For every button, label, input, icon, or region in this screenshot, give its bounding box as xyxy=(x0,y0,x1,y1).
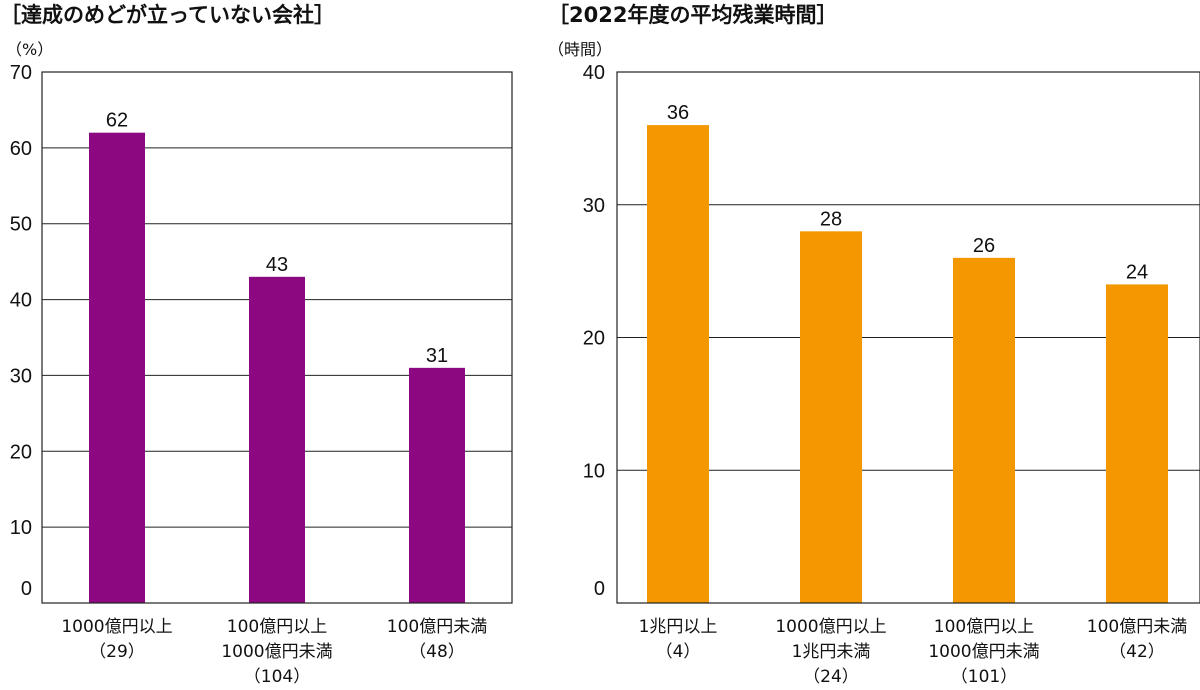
category-label: 1兆円未満 xyxy=(792,642,871,662)
category-label: （29） xyxy=(89,642,145,662)
category-label: 100億円以上 xyxy=(227,617,327,637)
value-label: 28 xyxy=(820,208,842,230)
chart-title: ［2022年度の平均残業時間］ xyxy=(548,3,837,27)
y-unit-label: （時間） xyxy=(548,40,612,59)
y-tick-label: 30 xyxy=(583,195,605,217)
bar xyxy=(800,231,862,604)
y-tick-label: 10 xyxy=(10,517,32,539)
y-tick-label: 60 xyxy=(10,138,32,160)
category-label: 1000億円未満 xyxy=(928,642,1039,662)
category-label: （48） xyxy=(409,642,465,662)
y-tick-label: 70 xyxy=(10,62,32,84)
category-label: 1000億円以上 xyxy=(61,617,172,637)
bar xyxy=(953,257,1015,603)
category-label: （104） xyxy=(244,667,310,687)
value-label: 26 xyxy=(973,235,995,257)
y-tick-label: 10 xyxy=(583,460,605,482)
value-label: 43 xyxy=(266,254,288,276)
category-label: 100億円以上 xyxy=(934,617,1034,637)
chart-title: ［達成のめどが立っていない会社］ xyxy=(0,3,335,27)
bar xyxy=(647,125,709,603)
category-label: （42） xyxy=(1109,642,1165,662)
value-label: 62 xyxy=(106,110,128,132)
value-label: 24 xyxy=(1126,261,1148,283)
chart-overtime-hours: ［2022年度の平均残業時間］ （時間） 36 28 26 24 0 10 20 30 40 1兆… xyxy=(548,3,1200,687)
bar xyxy=(1106,284,1168,603)
category-label: 1000億円未満 xyxy=(221,642,332,662)
bar xyxy=(89,132,145,603)
y-tick-label: 0 xyxy=(21,578,32,600)
category-label: 100億円未満 xyxy=(1087,617,1187,637)
chart-target-not-met: ［達成のめどが立っていない会社］ （%） 62 43 31 0 10 20 30 40 50 60… xyxy=(0,3,513,687)
y-tick-label: 20 xyxy=(10,441,32,463)
y-tick-label: 40 xyxy=(10,290,32,312)
plot-frame xyxy=(616,71,1200,604)
bar xyxy=(409,367,465,603)
category-label: 1兆円以上 xyxy=(639,617,718,637)
bar xyxy=(249,276,305,603)
y-tick-label: 40 xyxy=(583,62,605,84)
y-tick-label: 0 xyxy=(594,578,605,600)
category-label: （24） xyxy=(803,667,859,687)
y-unit-label: （%） xyxy=(6,40,53,59)
y-tick-label: 20 xyxy=(583,328,605,350)
category-label: （4） xyxy=(656,642,701,662)
value-label: 31 xyxy=(426,345,448,367)
category-label: （101） xyxy=(951,667,1017,687)
value-label: 36 xyxy=(667,102,689,124)
y-tick-label: 30 xyxy=(10,365,32,387)
category-label: 1000億円以上 xyxy=(775,617,886,637)
plot-frame xyxy=(41,71,513,604)
category-label: 100億円未満 xyxy=(387,617,487,637)
y-tick-label: 50 xyxy=(10,214,32,236)
